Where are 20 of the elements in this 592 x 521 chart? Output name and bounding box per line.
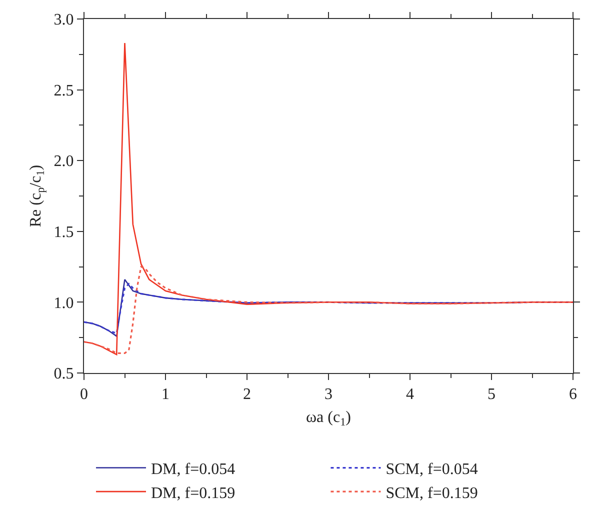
x-tick-label: 5: [488, 386, 496, 404]
legend-label: SCM, f=0.159: [386, 484, 478, 502]
x-tick-label: 2: [243, 386, 251, 404]
x-tick-label: 1: [162, 386, 170, 404]
legend-label: DM, f=0.054: [151, 461, 236, 478]
legend-label: SCM, f=0.054: [386, 461, 478, 478]
legend-label: DM, f=0.159: [151, 484, 236, 502]
y-tick-label: 0.5: [54, 366, 74, 383]
line-series: [84, 42, 573, 356]
x-tick-label: 4: [406, 386, 414, 404]
y-tick-label: 1.5: [54, 224, 74, 241]
x-tick-label: 0: [80, 386, 88, 404]
x-tick-label: 3: [324, 386, 332, 404]
y-tick-label: 2.5: [54, 82, 74, 100]
x-axis-title: ωa (c$_{1}$): [306, 408, 351, 428]
x-tick-label: 6: [569, 386, 577, 404]
line-series: [84, 266, 573, 354]
y-tick-label: 2.0: [54, 153, 74, 170]
y-tick-label: 1.0: [54, 294, 74, 312]
y-tick-label: 3.0: [54, 12, 74, 29]
